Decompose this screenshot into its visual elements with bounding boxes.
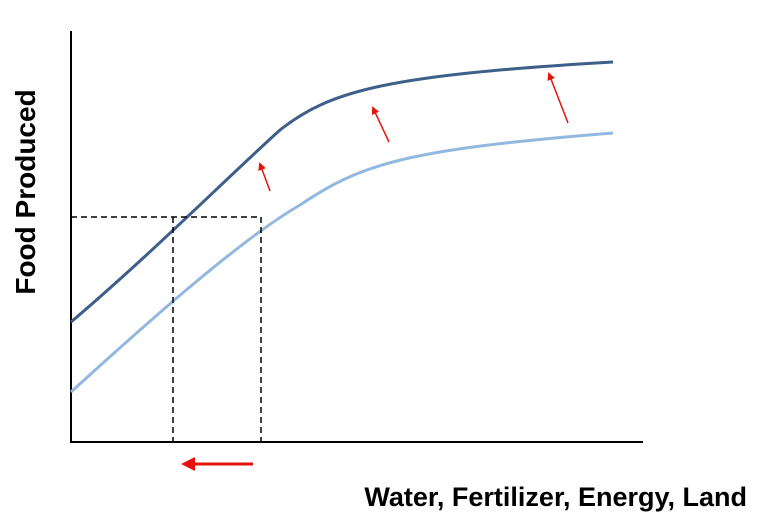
shift-arrow-2 bbox=[371, 106, 390, 143]
shift-arrow-3 bbox=[547, 72, 569, 124]
y-axis-label: Food Produced bbox=[10, 89, 41, 294]
upper-production-curve bbox=[70, 60, 614, 324]
shift-arrow-1 bbox=[258, 162, 271, 192]
x-axis-label: Water, Fertilizer, Energy, Land bbox=[364, 482, 747, 512]
lower-production-curve bbox=[69, 131, 614, 394]
input-reduction-arrowhead bbox=[181, 457, 195, 471]
